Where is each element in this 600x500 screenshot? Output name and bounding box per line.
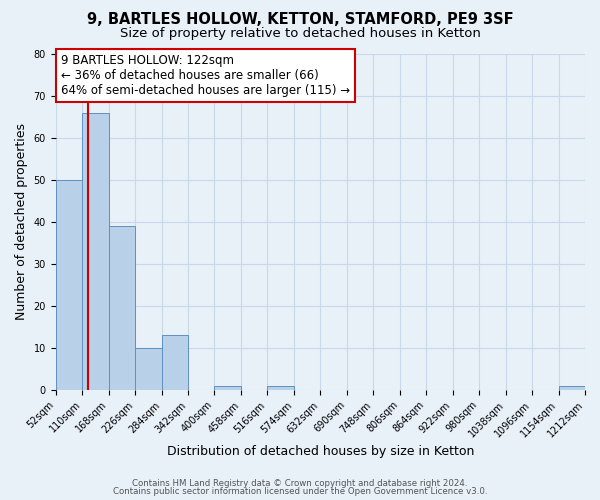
Text: Contains public sector information licensed under the Open Government Licence v3: Contains public sector information licen…	[113, 487, 487, 496]
Bar	[214, 386, 241, 390]
Bar	[82, 113, 109, 390]
Text: Size of property relative to detached houses in Ketton: Size of property relative to detached ho…	[119, 28, 481, 40]
Text: 9, BARTLES HOLLOW, KETTON, STAMFORD, PE9 3SF: 9, BARTLES HOLLOW, KETTON, STAMFORD, PE9…	[86, 12, 514, 28]
Bar	[109, 226, 135, 390]
Bar	[268, 386, 294, 390]
Y-axis label: Number of detached properties: Number of detached properties	[15, 124, 28, 320]
Bar	[56, 180, 82, 390]
Text: 9 BARTLES HOLLOW: 122sqm
← 36% of detached houses are smaller (66)
64% of semi-d: 9 BARTLES HOLLOW: 122sqm ← 36% of detach…	[61, 54, 350, 97]
Bar	[135, 348, 161, 390]
Text: Contains HM Land Registry data © Crown copyright and database right 2024.: Contains HM Land Registry data © Crown c…	[132, 478, 468, 488]
Bar	[161, 336, 188, 390]
Bar	[559, 386, 585, 390]
X-axis label: Distribution of detached houses by size in Ketton: Distribution of detached houses by size …	[167, 444, 474, 458]
